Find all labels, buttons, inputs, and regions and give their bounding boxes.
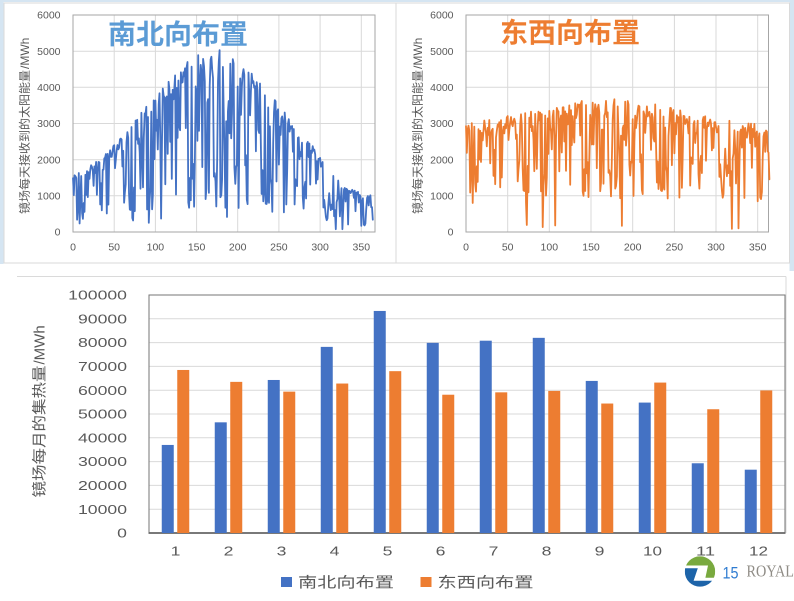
svg-text:50000: 50000 <box>78 407 127 422</box>
svg-text:3000: 3000 <box>430 118 454 130</box>
svg-text:0: 0 <box>70 242 76 254</box>
svg-text:11: 11 <box>696 544 715 559</box>
svg-text:300: 300 <box>707 242 725 254</box>
svg-text:12: 12 <box>749 544 768 559</box>
svg-text:40000: 40000 <box>78 430 127 445</box>
svg-text:200: 200 <box>229 242 247 254</box>
svg-text:5000: 5000 <box>37 46 61 58</box>
svg-text:4000: 4000 <box>37 82 61 94</box>
svg-text:2000: 2000 <box>430 154 454 166</box>
svg-text:350: 350 <box>749 242 767 254</box>
svg-text:5000: 5000 <box>430 46 454 58</box>
svg-text:1: 1 <box>171 544 181 559</box>
svg-text:150: 150 <box>582 242 600 254</box>
svg-text:/MWh: /MWh <box>411 38 425 69</box>
svg-text:100: 100 <box>147 242 165 254</box>
svg-text:9: 9 <box>595 544 605 559</box>
svg-text:/MWh: /MWh <box>18 38 32 69</box>
svg-text:4000: 4000 <box>430 82 454 94</box>
svg-text:8: 8 <box>542 544 552 559</box>
svg-text:80000: 80000 <box>78 335 127 350</box>
svg-text:3: 3 <box>277 544 287 559</box>
svg-text:100000: 100000 <box>68 288 127 303</box>
svg-text:0: 0 <box>55 227 61 239</box>
svg-text:0: 0 <box>463 242 469 254</box>
svg-text:0: 0 <box>448 227 454 239</box>
svg-text:6000: 6000 <box>430 10 454 22</box>
svg-text:50: 50 <box>502 242 514 254</box>
svg-text:2: 2 <box>224 544 234 559</box>
svg-text:250: 250 <box>666 242 684 254</box>
svg-text:3000: 3000 <box>37 118 61 130</box>
svg-text:350: 350 <box>353 242 371 254</box>
svg-text:/MWh: /MWh <box>32 325 49 364</box>
svg-text:10: 10 <box>643 544 662 559</box>
svg-text:6: 6 <box>436 544 446 559</box>
svg-text:60000: 60000 <box>78 383 127 398</box>
svg-text:70000: 70000 <box>78 359 127 374</box>
svg-text:250: 250 <box>270 242 288 254</box>
svg-text:2000: 2000 <box>37 154 61 166</box>
svg-text:0: 0 <box>117 526 127 541</box>
svg-text:1000: 1000 <box>430 191 454 203</box>
svg-text:6000: 6000 <box>37 10 61 22</box>
svg-text:90000: 90000 <box>78 311 127 326</box>
svg-text:300: 300 <box>311 242 329 254</box>
svg-text:4: 4 <box>330 544 340 559</box>
svg-text:20000: 20000 <box>78 478 127 493</box>
svg-text:150: 150 <box>188 242 206 254</box>
svg-text:200: 200 <box>624 242 642 254</box>
svg-text:5: 5 <box>383 544 393 559</box>
svg-text:7: 7 <box>489 544 499 559</box>
svg-text:100: 100 <box>541 242 559 254</box>
svg-text:1000: 1000 <box>37 191 61 203</box>
svg-text:50: 50 <box>108 242 120 254</box>
svg-text:ROYAL: ROYAL <box>747 562 794 581</box>
svg-text:15: 15 <box>723 564 739 583</box>
svg-text:10000: 10000 <box>78 502 127 517</box>
svg-text:30000: 30000 <box>78 454 127 469</box>
